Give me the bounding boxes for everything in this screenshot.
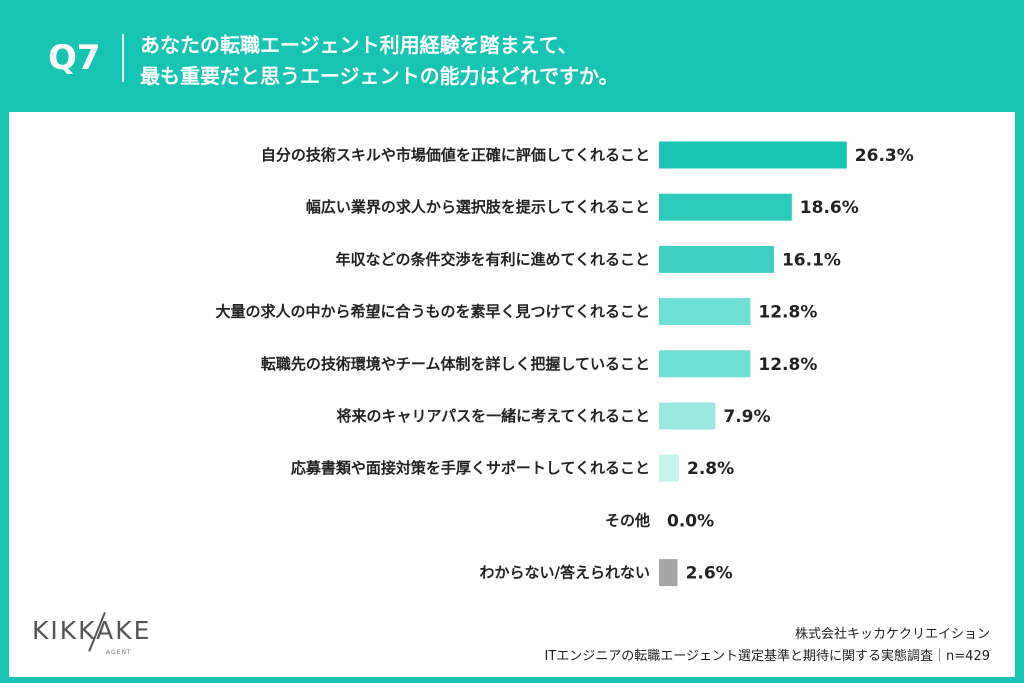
category-label: 将来のキャリアパスを一緒に考えてくれること bbox=[336, 407, 650, 425]
chart-panel bbox=[9, 112, 1015, 677]
logo-text: KIKKAKE bbox=[32, 616, 152, 645]
bar bbox=[659, 245, 774, 273]
category-label: 大量の求人の中から希望に合うものを素早く見つけてくれること bbox=[215, 303, 650, 321]
kikkake-logo: KIKKAKE AGENT bbox=[32, 612, 182, 664]
logo-subtext: AGENT bbox=[106, 649, 132, 656]
footer-company: 株式会社キッカケクリエイション bbox=[794, 627, 990, 642]
value-label: 12.8% bbox=[758, 303, 817, 323]
bar bbox=[659, 402, 716, 430]
category-label: 自分の技術スキルや市場価値を正確に評価してくれること bbox=[261, 146, 650, 164]
question-number: Q7 bbox=[48, 38, 101, 78]
header-divider bbox=[122, 34, 124, 82]
category-label: 年収などの条件交渉を有利に進めてくれること bbox=[335, 250, 650, 268]
question-title-line1: あなたの転職エージェント利用経験を踏まえて、 bbox=[140, 33, 578, 57]
category-label: 応募書類や面接対策を手厚くサポートしてくれること bbox=[291, 459, 650, 477]
footer-survey: ITエンジニアの転職エージェント選定基準と期待に関する実態調査｜n=429 bbox=[544, 649, 990, 664]
value-label: 7.9% bbox=[723, 407, 770, 427]
value-label: 26.3% bbox=[855, 146, 914, 166]
value-label: 0.0% bbox=[667, 511, 714, 531]
bar bbox=[659, 141, 847, 169]
value-label: 18.6% bbox=[800, 198, 859, 218]
bar bbox=[659, 454, 679, 482]
category-label: その他 bbox=[605, 511, 650, 529]
question-header: Q7 あなたの転職エージェント利用経験を踏まえて、 最も重要だと思うエージェント… bbox=[0, 0, 1024, 110]
bar bbox=[659, 193, 792, 221]
category-label: 幅広い業界の求人から選択肢を提示してくれること bbox=[306, 198, 650, 216]
category-label: 転職先の技術環境やチーム体制を詳しく把握していること bbox=[261, 355, 650, 373]
value-label: 12.8% bbox=[758, 355, 817, 375]
category-label: わからない/答えられない bbox=[480, 564, 650, 582]
value-label: 2.8% bbox=[687, 459, 734, 479]
bar bbox=[659, 350, 751, 378]
value-label: 2.6% bbox=[686, 564, 733, 584]
bar bbox=[659, 559, 678, 587]
footer-credits: 株式会社キッカケクリエイション ITエンジニアの転職エージェント選定基準と期待に… bbox=[545, 624, 990, 668]
question-title-line2: 最も重要だと思うエージェントの能力はどれですか。 bbox=[140, 64, 619, 88]
value-label: 16.1% bbox=[782, 250, 841, 270]
bar bbox=[659, 298, 751, 326]
question-title: あなたの転職エージェント利用経験を踏まえて、 最も重要だと思うエージェントの能力… bbox=[140, 30, 619, 92]
